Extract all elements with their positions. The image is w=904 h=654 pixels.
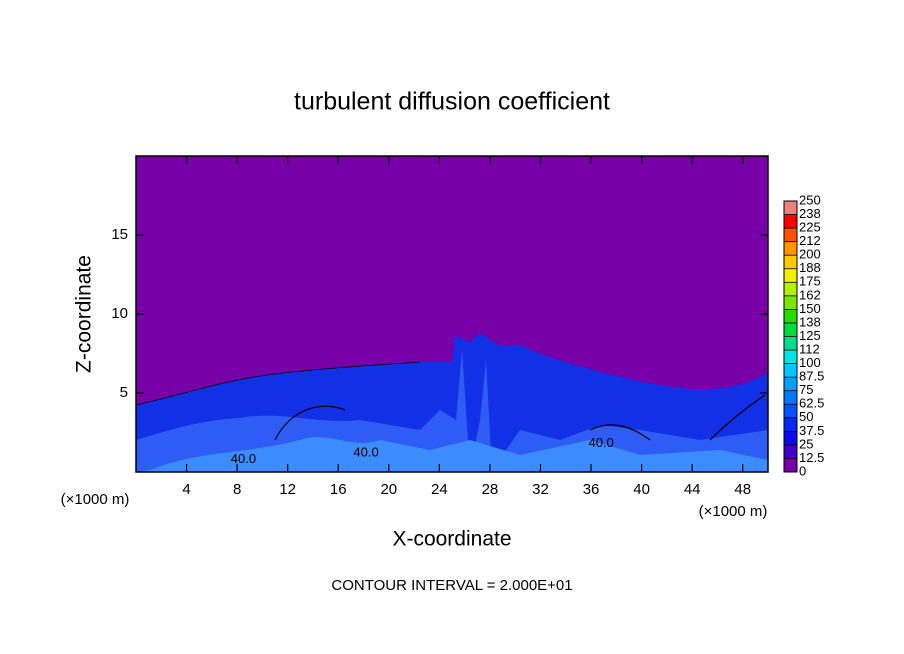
- footer-note: CONTOUR INTERVAL = 2.000E+01: [331, 577, 572, 594]
- colorbar-label: 87.5: [799, 369, 824, 384]
- field: [135, 156, 768, 472]
- x-unit: (×1000 m): [61, 491, 130, 508]
- colorbar-band: [784, 322, 797, 337]
- x-tick-label: 32: [532, 481, 549, 498]
- colorbar-label: 188: [799, 260, 821, 275]
- colorbar-band: [784, 336, 797, 351]
- colorbar-band: [784, 377, 797, 391]
- contour-label: 40.0: [588, 435, 613, 450]
- colorbar-label: 212: [799, 233, 821, 248]
- colorbar-label: 162: [799, 287, 821, 302]
- colorbar-band: [784, 295, 797, 310]
- colorbar-band: [784, 390, 797, 405]
- x-tick-label: 24: [431, 481, 448, 498]
- contour-line: [274, 394, 766, 441]
- colorbar-label: 12.5: [799, 450, 824, 465]
- colorbar-label: 100: [799, 355, 821, 370]
- colorbar-label: 138: [799, 314, 821, 329]
- colorbar-band: [784, 214, 797, 229]
- colorbar-band: [784, 268, 797, 283]
- chart-title: turbulent diffusion coefficient: [294, 88, 610, 116]
- colorbar-band: [784, 363, 797, 378]
- contour-label: 40.0: [353, 444, 378, 459]
- colorbar-band: [784, 241, 797, 256]
- colorbar-band: [784, 228, 797, 242]
- colorbar-band: [784, 255, 797, 269]
- turbulent-base: [136, 437, 768, 472]
- x-tick-label: 12: [279, 481, 296, 498]
- colorbar-band: [784, 282, 797, 296]
- colorbar-band: [784, 417, 797, 432]
- colorbar-label: 250: [799, 192, 821, 207]
- colorbar-label: 200: [799, 247, 821, 262]
- colorbar-label: 175: [799, 274, 821, 289]
- colorbar-band: [784, 201, 797, 215]
- x-tick-label: 20: [380, 481, 397, 498]
- colorbar-band: [784, 404, 797, 418]
- colorbar-band: [784, 350, 797, 364]
- colorbar-label: 125: [799, 328, 821, 343]
- x-tick-label: 48: [734, 481, 751, 498]
- colorbar-band: [784, 431, 797, 445]
- x-tick-label: 28: [482, 481, 499, 498]
- x-unit-right: (×1000 m): [699, 503, 768, 520]
- y-tick-label: 5: [120, 384, 128, 401]
- colorbar-label: 75: [799, 382, 813, 397]
- x-tick-label: 40: [633, 481, 650, 498]
- colorbar-label: 225: [799, 220, 821, 235]
- colorbar-label: 25: [799, 436, 813, 451]
- colorbar-label: 50: [799, 409, 813, 424]
- y-axis-label: Z-coordinate: [73, 255, 96, 373]
- colorbar-band: [784, 444, 797, 459]
- x-tick-label: 36: [583, 481, 600, 498]
- colorbar-label: 238: [799, 206, 821, 221]
- colorbar-label: 62.5: [799, 396, 824, 411]
- x-tick-label: 16: [330, 481, 347, 498]
- colorbar-label: 112: [799, 341, 820, 356]
- x-tick-label: 8: [233, 481, 241, 498]
- colorbar-band: [784, 458, 797, 472]
- y-tick-label: 10: [111, 305, 128, 322]
- colorbar-label: 37.5: [799, 423, 824, 438]
- x-tick-label: 4: [182, 481, 190, 498]
- colorbar-label: 150: [799, 301, 821, 316]
- y-tick-label: 15: [111, 226, 128, 243]
- colorbar-band: [784, 309, 797, 323]
- contour-label: 40.0: [231, 451, 256, 466]
- contour-line: [135, 361, 421, 406]
- colorbar-label: 0: [799, 463, 806, 478]
- x-tick-label: 44: [684, 481, 701, 498]
- x-axis-label: X-coordinate: [392, 528, 511, 551]
